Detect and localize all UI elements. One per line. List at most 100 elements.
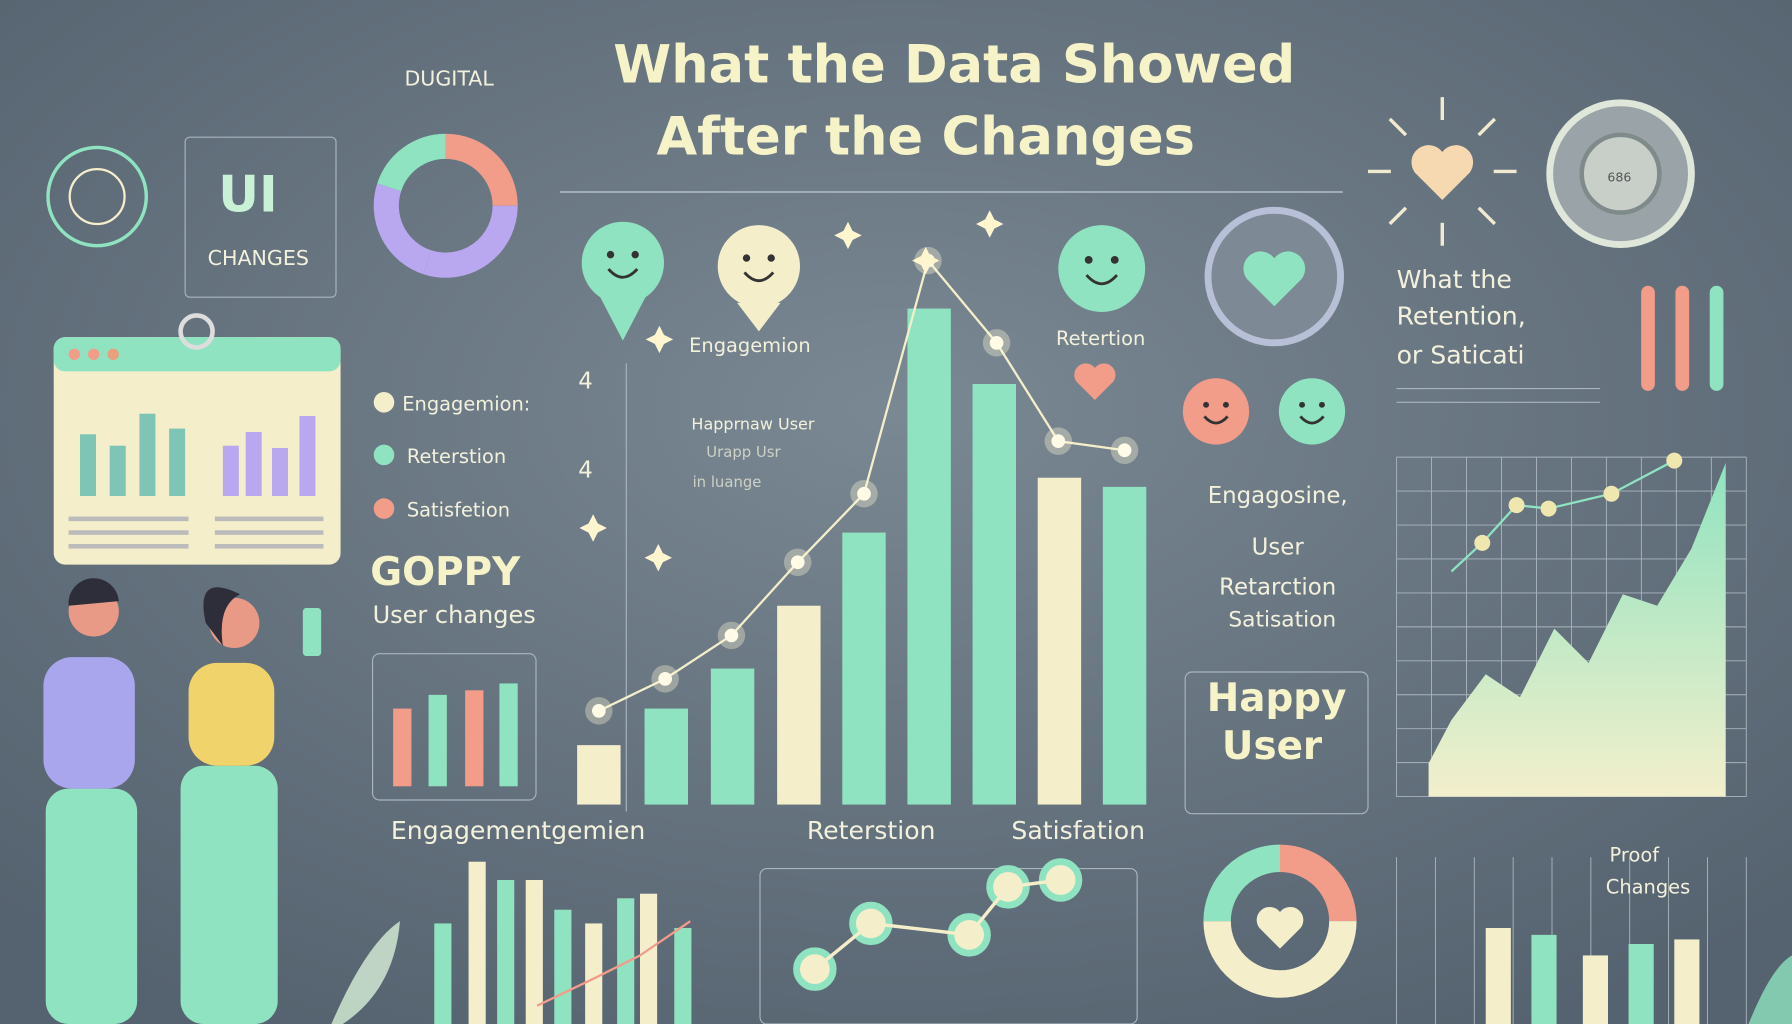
pill bbox=[1641, 285, 1655, 391]
mini-bar bbox=[80, 434, 96, 496]
happy-line: User bbox=[1222, 724, 1323, 769]
card-line bbox=[68, 516, 189, 522]
sparkle bbox=[592, 704, 606, 718]
changes-label: CHANGES bbox=[208, 246, 309, 270]
bar bbox=[972, 384, 1016, 805]
bar-bottom bbox=[1531, 934, 1557, 1024]
dot bbox=[107, 348, 119, 360]
leaf bbox=[331, 921, 400, 1024]
card-line bbox=[68, 544, 189, 549]
card-line bbox=[214, 530, 324, 535]
eye bbox=[767, 254, 775, 262]
trend bbox=[536, 920, 691, 1007]
smiley bbox=[1278, 378, 1346, 445]
heart bbox=[1256, 906, 1304, 949]
person-leg bbox=[180, 765, 278, 1024]
area bbox=[1428, 462, 1726, 797]
sparkle bbox=[989, 336, 1004, 350]
eye bbox=[742, 254, 751, 262]
smiley bbox=[1058, 225, 1146, 312]
pill bbox=[1709, 285, 1724, 391]
leaf bbox=[1748, 955, 1792, 1024]
sparkle bbox=[658, 672, 672, 686]
card-line bbox=[214, 516, 324, 522]
donut-segment bbox=[1203, 920, 1357, 998]
point bbox=[1508, 497, 1525, 514]
subline: User changes bbox=[373, 601, 536, 629]
eye bbox=[1203, 401, 1210, 408]
mini-bar bbox=[222, 445, 239, 496]
happy-line: Happy bbox=[1207, 676, 1347, 721]
bar-bottom bbox=[468, 861, 486, 1024]
star bbox=[834, 221, 862, 250]
person-leg bbox=[45, 788, 138, 1024]
bar-bottom bbox=[674, 928, 692, 1024]
bottom-legend: Engagementgemien bbox=[391, 816, 646, 845]
frame bbox=[1184, 671, 1369, 815]
heart bbox=[1074, 363, 1116, 400]
point bbox=[1666, 452, 1683, 469]
card bbox=[53, 337, 341, 565]
sparkle bbox=[1117, 443, 1132, 458]
donut-segment bbox=[1279, 844, 1357, 922]
card-bar bbox=[53, 337, 341, 372]
bottom-legend: Reterstion bbox=[807, 816, 936, 845]
smiley bbox=[581, 221, 664, 304]
star bbox=[976, 210, 1004, 238]
list-line: Engagosine, bbox=[1208, 483, 1348, 509]
donut-segment bbox=[423, 205, 518, 278]
bar-bottom bbox=[1582, 955, 1608, 1024]
list-line: Retarction bbox=[1219, 574, 1336, 600]
axis-mark: 4 bbox=[578, 369, 593, 395]
ray bbox=[1477, 117, 1497, 137]
axis-mark: 4 bbox=[578, 458, 593, 484]
note-line: Urapp Usr bbox=[706, 443, 781, 461]
proof-line: Proof bbox=[1610, 844, 1661, 867]
dot bbox=[68, 348, 80, 360]
donut-segment bbox=[373, 183, 432, 275]
sparkle bbox=[724, 628, 739, 643]
bar bbox=[1037, 477, 1082, 805]
proof-line: Changes bbox=[1606, 876, 1690, 899]
donut-segment bbox=[377, 133, 447, 192]
dot bbox=[88, 348, 100, 360]
pin bbox=[737, 302, 781, 332]
heading-line: or Saticati bbox=[1397, 340, 1525, 369]
badge: 686 bbox=[1607, 170, 1631, 185]
eye bbox=[1222, 401, 1229, 408]
star bbox=[644, 544, 672, 572]
heading-line: What the bbox=[1397, 265, 1512, 294]
bar bbox=[710, 668, 755, 805]
phone bbox=[302, 608, 322, 656]
chart-label: Retertion bbox=[1056, 327, 1145, 350]
sparkle bbox=[1051, 434, 1066, 448]
box-bar bbox=[499, 683, 518, 787]
bar bbox=[777, 605, 821, 805]
heading-line: Retention, bbox=[1397, 302, 1526, 331]
mouth bbox=[743, 271, 775, 283]
list-line: User bbox=[1252, 534, 1305, 560]
headline: GOPPY bbox=[370, 550, 521, 595]
icon bbox=[46, 145, 148, 248]
icon bbox=[68, 168, 126, 226]
bar-bottom bbox=[1674, 939, 1700, 1024]
mini-bar bbox=[245, 432, 262, 496]
ray bbox=[1388, 206, 1408, 226]
point bbox=[1603, 485, 1620, 502]
note-line: Happrnaw User bbox=[691, 415, 814, 434]
box-bar bbox=[428, 694, 447, 787]
ray bbox=[1477, 206, 1497, 226]
mini-bar bbox=[109, 445, 126, 496]
bar bbox=[1102, 486, 1147, 805]
bar-bottom bbox=[434, 923, 452, 1024]
star bbox=[579, 514, 607, 542]
bar bbox=[842, 532, 886, 805]
box-bar bbox=[465, 690, 484, 787]
eye bbox=[1318, 401, 1325, 408]
bar bbox=[644, 708, 688, 805]
chart-label: Engagemion bbox=[689, 334, 811, 357]
title-line: What the Data Showed bbox=[613, 34, 1295, 95]
card-line bbox=[214, 544, 324, 549]
person-hair bbox=[203, 587, 240, 646]
